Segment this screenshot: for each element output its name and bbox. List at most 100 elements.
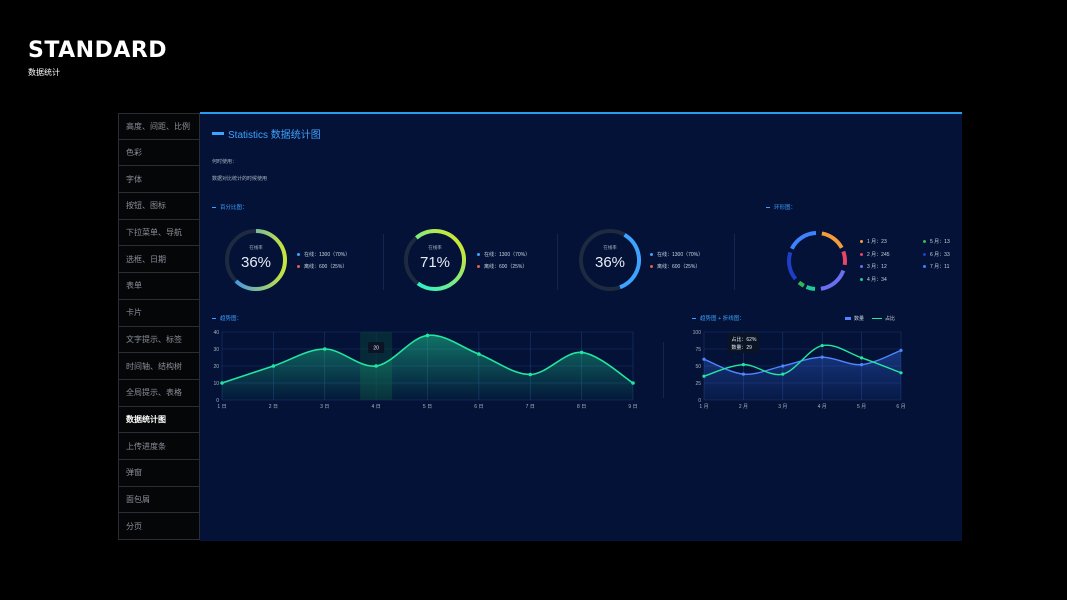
legend-dot	[650, 264, 653, 268]
data-point[interactable]	[899, 371, 903, 375]
y-tick-label: 0	[216, 398, 219, 404]
legend-dot	[923, 252, 926, 256]
usage-text: 数据对比统计的时候使用	[212, 176, 268, 182]
legend-text: 在线：1300（70%）	[657, 251, 704, 258]
statistics-panel: Statistics 数据统计图 何时使用： 数据对比统计的时候使用 百分比图：…	[200, 112, 962, 541]
sidebar-item[interactable]: 下拉菜单、导航	[118, 219, 200, 247]
sidebar-item[interactable]: 卡片	[118, 299, 200, 327]
data-point[interactable]	[702, 357, 706, 361]
legend-item: 2 月：245	[860, 248, 890, 261]
data-point[interactable]	[781, 364, 785, 368]
legend-dot	[860, 277, 863, 281]
donut-segment[interactable]	[805, 285, 816, 291]
sidebar-item[interactable]: 数据统计图	[118, 406, 200, 434]
y-tick-label: 50	[695, 364, 701, 370]
x-tick-label: 4 月	[818, 404, 827, 410]
legend-text: 2 月：245	[867, 251, 890, 258]
ring-progress	[404, 229, 466, 291]
donut-segment[interactable]	[820, 269, 846, 291]
ring-graphic	[225, 229, 287, 291]
area-fill	[222, 335, 633, 400]
sidebar-item[interactable]: 分页	[118, 513, 200, 540]
sidebar-item[interactable]: 全局提示、表格	[118, 379, 200, 407]
data-point[interactable]	[820, 355, 824, 359]
sidebar-item[interactable]: 色彩	[118, 139, 200, 167]
trend-section-label: 趋势图：	[212, 314, 242, 322]
donut-segment[interactable]	[787, 251, 798, 281]
donut-section-label-text: 环形图：	[774, 205, 797, 211]
data-point[interactable]	[781, 372, 785, 376]
data-point[interactable]	[425, 333, 430, 338]
legend-dot	[477, 252, 480, 256]
donut-legend: 1 月：23 2 月：245 3 月：12 4 月：34	[860, 235, 890, 286]
sidebar-item[interactable]: 面包屑	[118, 486, 200, 514]
data-point[interactable]	[322, 347, 327, 351]
sidebar-item[interactable]: 时间轴、结构树	[118, 353, 200, 380]
ring-graphic	[579, 229, 641, 291]
y-tick-label: 30	[213, 347, 219, 353]
data-point[interactable]	[820, 344, 824, 348]
y-tick-label: 10	[213, 381, 219, 387]
legend-item: 在线：1300（70%）	[297, 248, 350, 260]
ring-legend: 在线：1300（70%） 离线：600（25%）	[477, 248, 530, 272]
label-dash	[692, 317, 696, 319]
panel-title-text: Statistics 数据统计图	[228, 130, 321, 141]
donut-segment[interactable]	[790, 231, 817, 250]
tooltip-text: 20	[373, 346, 379, 352]
legend-item: 4 月：34	[860, 273, 890, 286]
data-point[interactable]	[860, 356, 864, 360]
data-point[interactable]	[579, 350, 584, 355]
sidebar-item[interactable]: 按钮、图标	[118, 193, 200, 220]
x-tick-label: 7 日	[526, 404, 535, 410]
legend-bar-label: 数量	[854, 316, 865, 322]
combo-section-label-text: 趋势图 + 折线图：	[700, 316, 745, 322]
sidebar-item[interactable]: 高度、间距、比例	[118, 113, 200, 140]
label-dash	[766, 206, 770, 208]
trend-area-chart: 0 10 20 30 40 1 日 2 日 3 日 4 日 5 日 6 日 7 日 8 日 9 日 20	[213, 330, 637, 410]
ring-value: 36%	[240, 254, 272, 271]
sidebar-item[interactable]: 字体	[118, 166, 200, 194]
data-point[interactable]	[374, 364, 378, 368]
legend-dot	[297, 264, 300, 268]
data-point[interactable]	[899, 348, 903, 352]
data-point[interactable]	[702, 374, 706, 378]
sidebar-item[interactable]: 表单	[118, 273, 200, 300]
percent-ring: 在线率 36%	[578, 228, 642, 292]
data-point[interactable]	[741, 372, 745, 376]
donut-segment[interactable]	[797, 280, 805, 288]
legend-item: 3 月：12	[860, 260, 890, 273]
donut-segment[interactable]	[841, 250, 847, 266]
x-tick-label: 2 日	[269, 404, 278, 410]
title-accent-bar	[212, 132, 224, 135]
ring-progress	[225, 229, 287, 291]
legend-text: 离线：600（25%）	[484, 263, 528, 270]
combo-legend: 数量 占比	[845, 315, 895, 322]
sidebar-item[interactable]: 文字提示、标签	[118, 326, 200, 354]
brand: STANDARD 数据统计	[28, 38, 167, 78]
data-point[interactable]	[220, 381, 224, 385]
data-point[interactable]	[528, 372, 533, 377]
sidebar-item[interactable]: 选框、日期	[118, 246, 200, 274]
data-point[interactable]	[860, 363, 864, 367]
legend-item: 6 月：33	[923, 248, 950, 261]
combo-line-chart: 0 25 50 75 100 1 月 2 月 3 月 4 月 5 月 6 月 占比：62%数量：29	[693, 330, 906, 410]
sidebar-nav: 高度、间距、比例 色彩 字体 按钮、图标 下拉菜单、导航 选框、日期 表单 卡片 文字提示、标签…	[118, 113, 200, 540]
donut-section-label: 环形图：	[766, 203, 796, 211]
data-point[interactable]	[631, 381, 635, 385]
data-point[interactable]	[477, 352, 481, 356]
data-point[interactable]	[271, 364, 276, 368]
tooltip	[727, 333, 760, 353]
legend-item: 5 月：13	[923, 235, 950, 248]
data-point[interactable]	[741, 363, 745, 367]
divider	[734, 234, 735, 290]
sidebar-item[interactable]: 上传进度条	[118, 433, 200, 460]
sidebar-item[interactable]: 弹窗	[118, 459, 200, 487]
legend-swatch	[845, 317, 851, 320]
ring-caption: 在线率	[249, 245, 263, 250]
donut-segment[interactable]	[821, 231, 844, 249]
combo-section-label: 趋势图 + 折线图：	[692, 314, 745, 322]
legend-item: 离线：600（25%）	[477, 260, 530, 272]
series-line	[703, 344, 902, 377]
x-tick-label: 1 日	[217, 404, 226, 410]
ring-caption: 在线率	[603, 245, 617, 250]
